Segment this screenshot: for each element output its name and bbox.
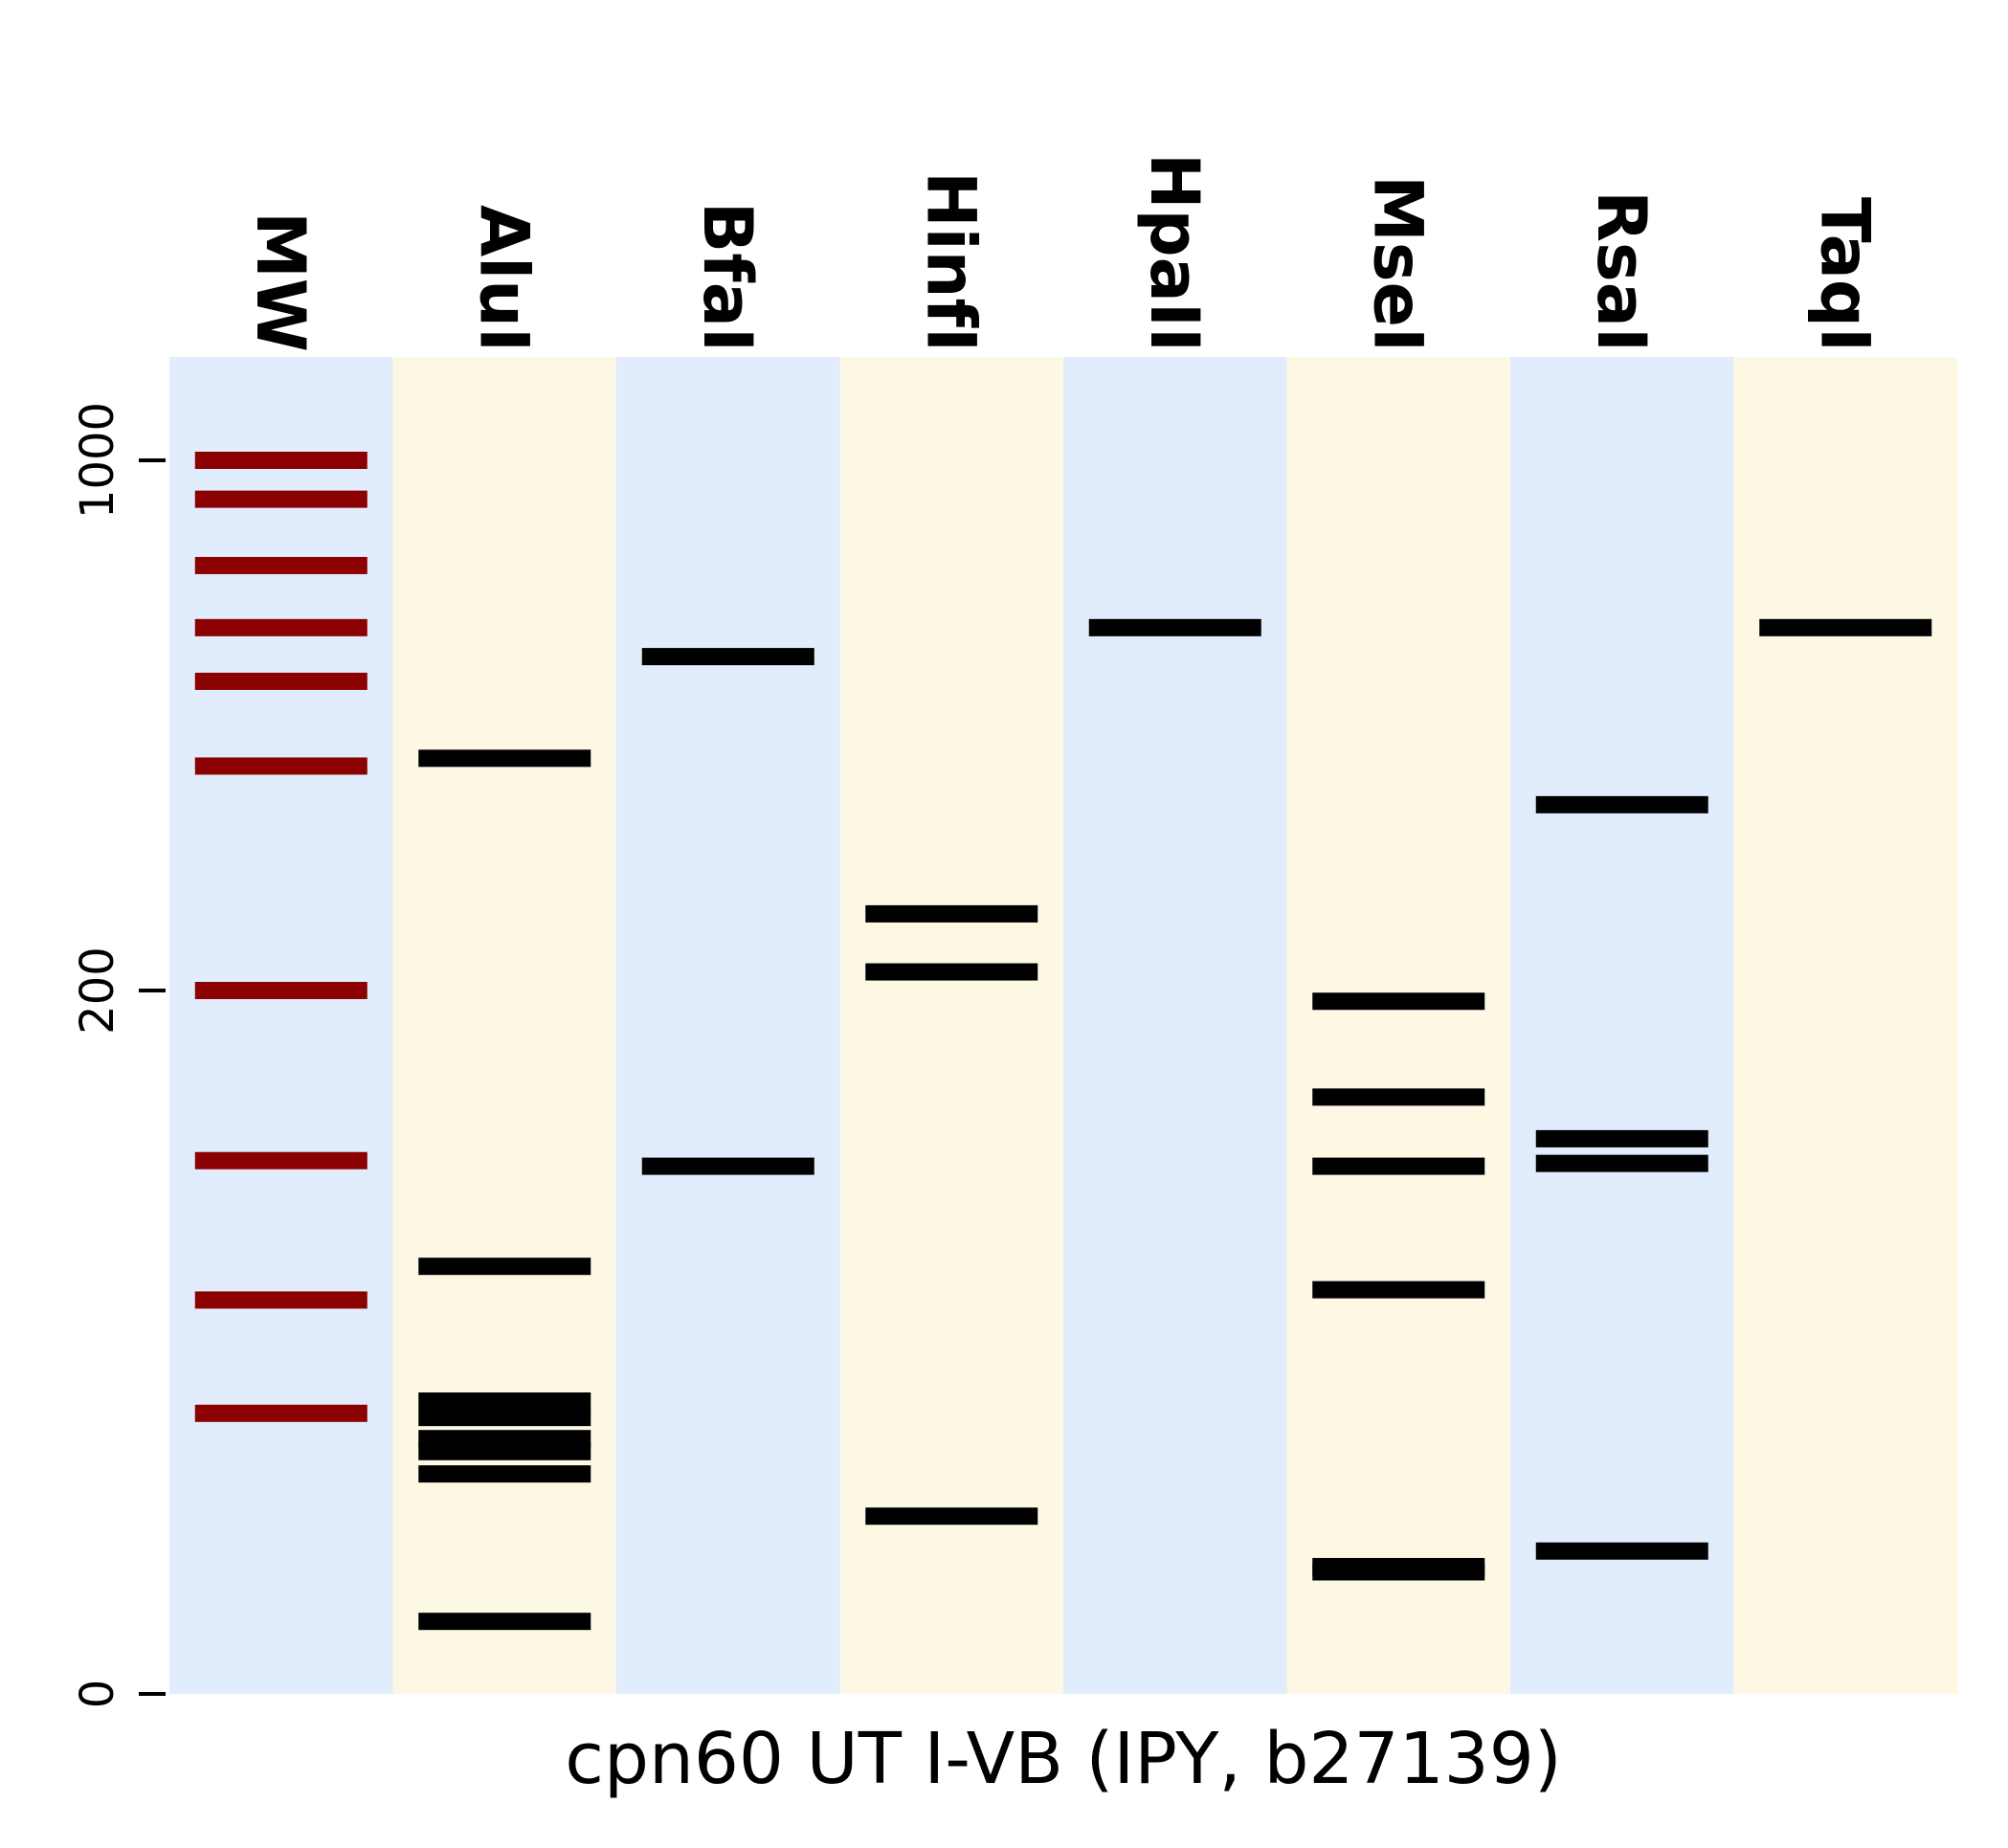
band-MW-9 — [194, 1404, 368, 1422]
band-MseI-3 — [1312, 1280, 1485, 1299]
lane-background-HpaII — [1063, 357, 1287, 1694]
lane-background-MW — [169, 357, 393, 1694]
band-BfaI-1 — [641, 1157, 814, 1175]
lane-background-RsaI — [1510, 357, 1734, 1694]
band-RsaI-2 — [1535, 1154, 1708, 1172]
band-AluI-2 — [418, 1392, 591, 1410]
band-TaqI-0 — [1759, 618, 1932, 636]
lane-background-AluI — [392, 357, 617, 1694]
x-axis-label: cpn60 UT I-VB (IPY, b27139) — [565, 1718, 1561, 1800]
lane-background-TaqI — [1733, 357, 1958, 1694]
band-HinfI-0 — [865, 904, 1038, 923]
band-MW-0 — [194, 452, 368, 469]
band-RsaI-3 — [1535, 1542, 1708, 1560]
band-MW-4 — [194, 672, 368, 690]
band-MW-2 — [194, 556, 368, 574]
lane-backgrounds — [169, 357, 1958, 1694]
band-AluI-0 — [418, 749, 591, 768]
band-AluI-5 — [418, 1442, 591, 1460]
lane-background-BfaI — [616, 357, 840, 1694]
band-MW-1 — [194, 490, 368, 508]
band-MW-8 — [194, 1291, 368, 1309]
band-MseI-1 — [1312, 1088, 1485, 1106]
y-tick-label-1000: 1000 — [71, 402, 124, 519]
band-MseI-0 — [1312, 992, 1485, 1011]
band-MseI-2 — [1312, 1157, 1485, 1175]
lane-label-TaqI: TaqI — [1805, 197, 1884, 352]
lane-label-BfaI: BfaI — [688, 202, 767, 352]
band-BfaI-0 — [641, 648, 814, 666]
band-RsaI-1 — [1535, 1129, 1708, 1147]
band-AluI-6 — [418, 1465, 591, 1483]
lane-labels: MW AluI BfaI HinfI HpaII MseI RsaI TaqI — [241, 153, 1885, 352]
band-AluI-4 — [418, 1430, 591, 1448]
band-HinfI-2 — [865, 1507, 1038, 1525]
band-HpaII-0 — [1088, 618, 1261, 636]
band-RsaI-0 — [1535, 795, 1708, 813]
lane-label-MseI: MseI — [1358, 175, 1437, 352]
band-MseI-5 — [1312, 1563, 1485, 1581]
band-AluI-1 — [418, 1258, 591, 1276]
lane-label-MW: MW — [241, 212, 320, 352]
band-AluI-7 — [418, 1613, 591, 1631]
lane-label-HpaII: HpaII — [1135, 153, 1214, 352]
band-MW-7 — [194, 1151, 368, 1169]
y-axis: 0 200 1000 — [71, 402, 166, 1708]
band-MW-5 — [194, 757, 368, 775]
y-tick-label-200: 200 — [71, 946, 124, 1035]
lane-label-RsaI: RsaI — [1582, 190, 1661, 352]
band-MW-3 — [194, 618, 368, 636]
y-tick-label-0: 0 — [71, 1680, 124, 1709]
lane-label-AluI: AluI — [464, 205, 543, 352]
band-MW-6 — [194, 982, 368, 999]
lane-background-MseI — [1286, 357, 1511, 1694]
band-AluI-3 — [418, 1409, 591, 1427]
bands — [194, 452, 1932, 1631]
lane-label-HinfI: HinfI — [911, 171, 990, 352]
lane-background-HinfI — [839, 357, 1064, 1694]
band-HinfI-1 — [865, 963, 1038, 981]
